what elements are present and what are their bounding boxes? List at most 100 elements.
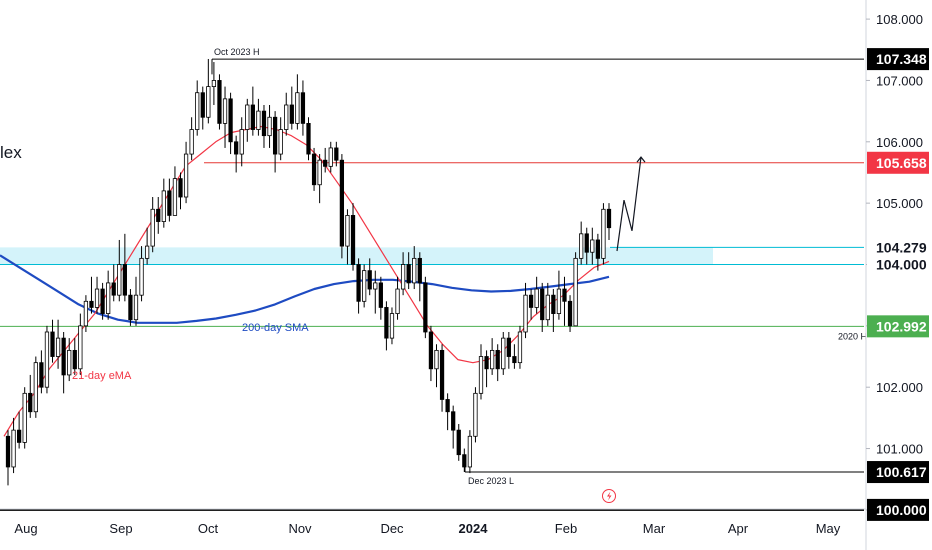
candle xyxy=(28,374,33,418)
candle xyxy=(506,331,511,369)
level-badge-label: 102.992 xyxy=(876,318,927,334)
candle xyxy=(439,344,445,412)
candle xyxy=(512,344,517,369)
y-tick-label: 105.000 xyxy=(876,196,923,211)
candle-body xyxy=(339,159,345,247)
level-badge-oct-2023-h xyxy=(867,48,929,71)
candle-body xyxy=(512,356,517,364)
candle-body xyxy=(78,325,83,370)
y-tick-label: 106.000 xyxy=(876,135,923,150)
candle xyxy=(183,141,189,204)
candle xyxy=(150,197,155,253)
candle xyxy=(528,289,534,320)
x-tick-label: 2024 xyxy=(459,521,489,536)
y-tick-label: 101.000 xyxy=(876,442,923,457)
level-badge-label: 105.658 xyxy=(876,155,927,171)
candle-body xyxy=(328,147,333,167)
candle-body xyxy=(467,435,473,468)
candle xyxy=(545,282,550,326)
candle-body xyxy=(250,104,255,130)
candle-body xyxy=(389,313,395,339)
annotation-dec-2023-l: Dec 2023 L xyxy=(468,476,514,486)
candle xyxy=(311,147,317,191)
candle-body xyxy=(445,399,450,413)
candle xyxy=(256,98,261,136)
candle xyxy=(490,338,495,375)
candle xyxy=(261,104,267,148)
candle xyxy=(44,325,50,394)
candle xyxy=(339,154,345,259)
candle xyxy=(133,276,139,326)
level-badge-label: 104.000 xyxy=(876,257,927,273)
lightning-icon-bolt[interactable] xyxy=(607,491,612,501)
candle-body xyxy=(373,282,378,290)
candle-body xyxy=(395,288,400,314)
candle-body xyxy=(501,337,506,370)
annotation-200-day-sma: 200-day SMA xyxy=(242,322,309,334)
candle xyxy=(540,282,545,332)
annotation-2020-h: 2020 H xyxy=(838,331,867,341)
candle-body xyxy=(606,208,612,229)
candle-body xyxy=(44,331,50,388)
candle-body xyxy=(161,190,166,222)
candle-body xyxy=(33,362,38,413)
candle-body xyxy=(490,349,495,370)
candle-body xyxy=(89,300,94,308)
candle xyxy=(556,270,562,320)
candle xyxy=(367,258,372,296)
candle-body xyxy=(117,264,122,296)
candle xyxy=(55,319,61,369)
candle-body xyxy=(156,208,161,222)
candle-body xyxy=(272,116,278,155)
candle-body xyxy=(551,294,556,314)
candle-body xyxy=(495,349,500,370)
candle xyxy=(567,295,573,332)
y-tick-label: 107.000 xyxy=(876,73,923,88)
candle-body xyxy=(384,307,389,339)
x-tick-label: Mar xyxy=(643,521,666,536)
candle xyxy=(234,135,239,173)
candle xyxy=(17,411,22,449)
candle-body xyxy=(300,92,306,124)
level-badge-zone-top xyxy=(867,236,929,259)
candle xyxy=(195,80,200,136)
candle xyxy=(584,227,589,265)
candle xyxy=(362,264,367,308)
level-badge-dec-2023-l xyxy=(867,461,929,484)
candle xyxy=(334,141,339,167)
candle-body xyxy=(412,257,417,284)
candle-body xyxy=(573,257,578,327)
candle xyxy=(83,295,89,332)
candle-body xyxy=(567,300,573,327)
candle-body xyxy=(206,86,211,118)
lightning-icon[interactable] xyxy=(602,489,616,503)
candle-body xyxy=(545,294,550,321)
x-tick-label: Aug xyxy=(14,521,37,536)
candle xyxy=(428,325,434,382)
candle xyxy=(106,270,111,320)
candle xyxy=(128,289,133,326)
level-badge-zone-bottom xyxy=(867,253,929,276)
candle-body xyxy=(534,288,539,308)
candle-body xyxy=(400,264,406,290)
x-tick-label: Sep xyxy=(109,521,132,536)
candle-body xyxy=(211,80,217,87)
candle xyxy=(61,331,66,394)
level-badge-resistance xyxy=(867,151,929,174)
candle xyxy=(484,350,489,388)
candle xyxy=(467,430,473,474)
candle xyxy=(451,405,456,449)
candle xyxy=(445,393,450,431)
candle-body xyxy=(267,116,272,137)
candle-body xyxy=(601,208,606,259)
candle xyxy=(478,344,484,400)
candle-body xyxy=(523,294,528,333)
candle-body xyxy=(540,288,545,321)
candle-body xyxy=(506,337,511,357)
candle-body xyxy=(478,356,484,394)
candle xyxy=(250,86,255,136)
candle xyxy=(579,221,584,265)
support-zone xyxy=(0,247,713,265)
candle xyxy=(501,331,506,375)
